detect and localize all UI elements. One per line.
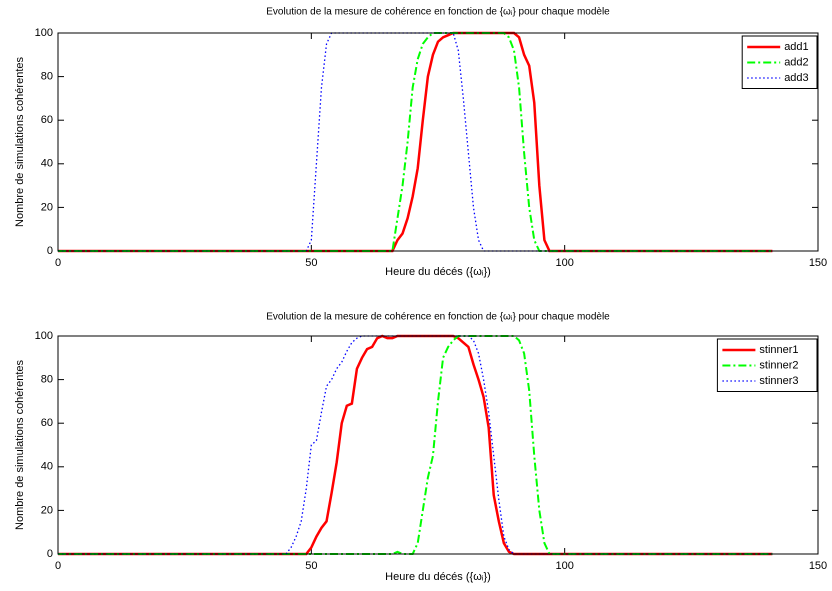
- x-tick-label: 100: [555, 257, 573, 269]
- y-tick-label: 60: [41, 114, 53, 126]
- x-axis-label: Heure du décés ({ωᵢ}): [385, 571, 491, 583]
- data-line: [58, 335, 773, 555]
- y-axis-label: Nombre de simulations cohérentes: [14, 57, 26, 227]
- legend-label: add1: [784, 41, 808, 53]
- plot-area: [58, 33, 818, 251]
- y-axis-label: Nombre de simulations cohérentes: [14, 360, 26, 530]
- axes-frame: [57, 32, 819, 252]
- y-tick-label: 40: [41, 461, 53, 473]
- y-tick-label: 0: [47, 245, 53, 257]
- y-tick-label: 100: [35, 27, 53, 39]
- x-tick-label: 150: [809, 560, 827, 572]
- y-tick-label: 0: [47, 548, 53, 560]
- y-tick-label: 40: [41, 158, 53, 170]
- legend-label: add3: [784, 72, 808, 84]
- y-tick-label: 100: [35, 330, 53, 342]
- axes-box: [58, 336, 818, 554]
- y-tick-label: 80: [41, 71, 53, 83]
- y-tick-label: 20: [41, 201, 53, 213]
- plot-area: [58, 336, 818, 554]
- chart-title: Evolution de la mesure de cohérence en f…: [266, 312, 610, 323]
- x-tick-label: 100: [555, 560, 573, 572]
- legend-label: add2: [784, 56, 808, 68]
- axes-frame: [57, 335, 819, 555]
- x-tick-label: 0: [55, 560, 61, 572]
- chart-title: Evolution de la mesure de cohérence en f…: [266, 7, 610, 18]
- x-tick-label: 0: [55, 257, 61, 269]
- axes-box: [58, 33, 818, 251]
- y-tick-label: 80: [41, 374, 53, 386]
- x-tick-label: 150: [809, 257, 827, 269]
- legend-label: stinner3: [759, 375, 798, 387]
- x-tick-label: 50: [305, 560, 317, 572]
- legend-label: stinner1: [759, 344, 798, 356]
- x-axis-label: Heure du décés ({ωᵢ}): [385, 266, 491, 278]
- legend-label: stinner2: [759, 359, 798, 371]
- y-tick-label: 20: [41, 504, 53, 516]
- x-tick-label: 50: [305, 257, 317, 269]
- y-tick-label: 60: [41, 417, 53, 429]
